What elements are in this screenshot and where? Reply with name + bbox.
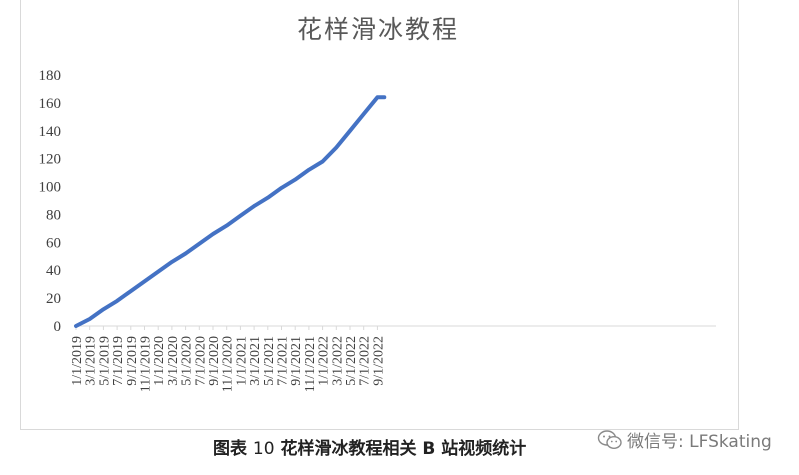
y-tick-label: 40 bbox=[46, 263, 61, 279]
x-tick-label: 1/1/2022 bbox=[317, 336, 332, 386]
caption-prefix: 图表 bbox=[213, 439, 247, 459]
chart-title: 花样滑冰教程 bbox=[297, 15, 459, 44]
x-tick-label: 9/1/2019 bbox=[125, 336, 140, 386]
x-tick-label: 9/1/2020 bbox=[207, 336, 222, 386]
y-tick-label: 100 bbox=[39, 180, 62, 196]
wechat-icon bbox=[597, 429, 623, 451]
x-tick-label: 7/1/2020 bbox=[193, 336, 208, 386]
x-tick-label: 1/1/2020 bbox=[152, 336, 167, 386]
y-tick-label: 80 bbox=[46, 207, 61, 223]
y-tick-label: 20 bbox=[46, 291, 61, 307]
x-tick-label: 3/1/2020 bbox=[166, 336, 181, 386]
x-tick-label: 3/1/2021 bbox=[248, 336, 263, 386]
x-tick-label: 9/1/2022 bbox=[371, 336, 386, 386]
x-tick-label: 7/1/2021 bbox=[276, 336, 291, 386]
y-tick-label: 120 bbox=[39, 152, 62, 168]
series-line bbox=[74, 95, 387, 328]
caption-text: 花样滑冰教程相关 B 站视频统计 bbox=[280, 439, 527, 459]
x-tick-label: 5/1/2021 bbox=[262, 336, 277, 386]
caption-number: 10 bbox=[252, 439, 275, 459]
chart-frame: 花样滑冰教程 0 20 40 60 80 100 120 140 160 180 1/1/2019… bbox=[20, 0, 739, 430]
figure-caption: 图表 10 花样滑冰教程相关 B 站视频统计 bbox=[213, 434, 526, 459]
x-tick-label: 11/1/2020 bbox=[221, 336, 236, 392]
y-tick-label: 140 bbox=[39, 124, 62, 140]
x-tick-label: 11/1/2019 bbox=[139, 336, 154, 392]
x-tick-label: 7/1/2022 bbox=[358, 336, 373, 386]
line-chart: 花样滑冰教程 0 20 40 60 80 100 120 140 160 180 1/1/2019… bbox=[39, 15, 716, 392]
x-tick-label: 9/1/2021 bbox=[289, 336, 304, 386]
x-tick-label: 1/1/2019 bbox=[70, 336, 85, 386]
x-tick-label: 5/1/2022 bbox=[344, 336, 359, 386]
y-tick-label: 60 bbox=[46, 235, 61, 251]
x-axis-ticks: 1/1/20193/1/20195/1/20197/1/20199/1/2019… bbox=[70, 326, 386, 392]
x-tick-label: 7/1/2019 bbox=[111, 336, 126, 386]
y-tick-label: 180 bbox=[39, 68, 62, 84]
x-tick-label: 3/1/2019 bbox=[84, 336, 99, 386]
x-tick-label: 1/1/2021 bbox=[234, 336, 249, 386]
y-tick-label: 0 bbox=[54, 319, 62, 335]
y-axis-ticks: 0 20 40 60 80 100 120 140 160 180 bbox=[39, 68, 62, 335]
y-tick-label: 160 bbox=[39, 96, 62, 112]
watermark-text: 微信号: LFSkating bbox=[627, 432, 772, 452]
x-tick-label: 5/1/2019 bbox=[97, 336, 112, 386]
wechat-watermark: 微信号: LFSkating bbox=[597, 427, 772, 452]
x-tick-label: 5/1/2020 bbox=[180, 336, 195, 386]
x-tick-label: 11/1/2021 bbox=[303, 336, 318, 392]
x-tick-label: 3/1/2022 bbox=[330, 336, 345, 386]
